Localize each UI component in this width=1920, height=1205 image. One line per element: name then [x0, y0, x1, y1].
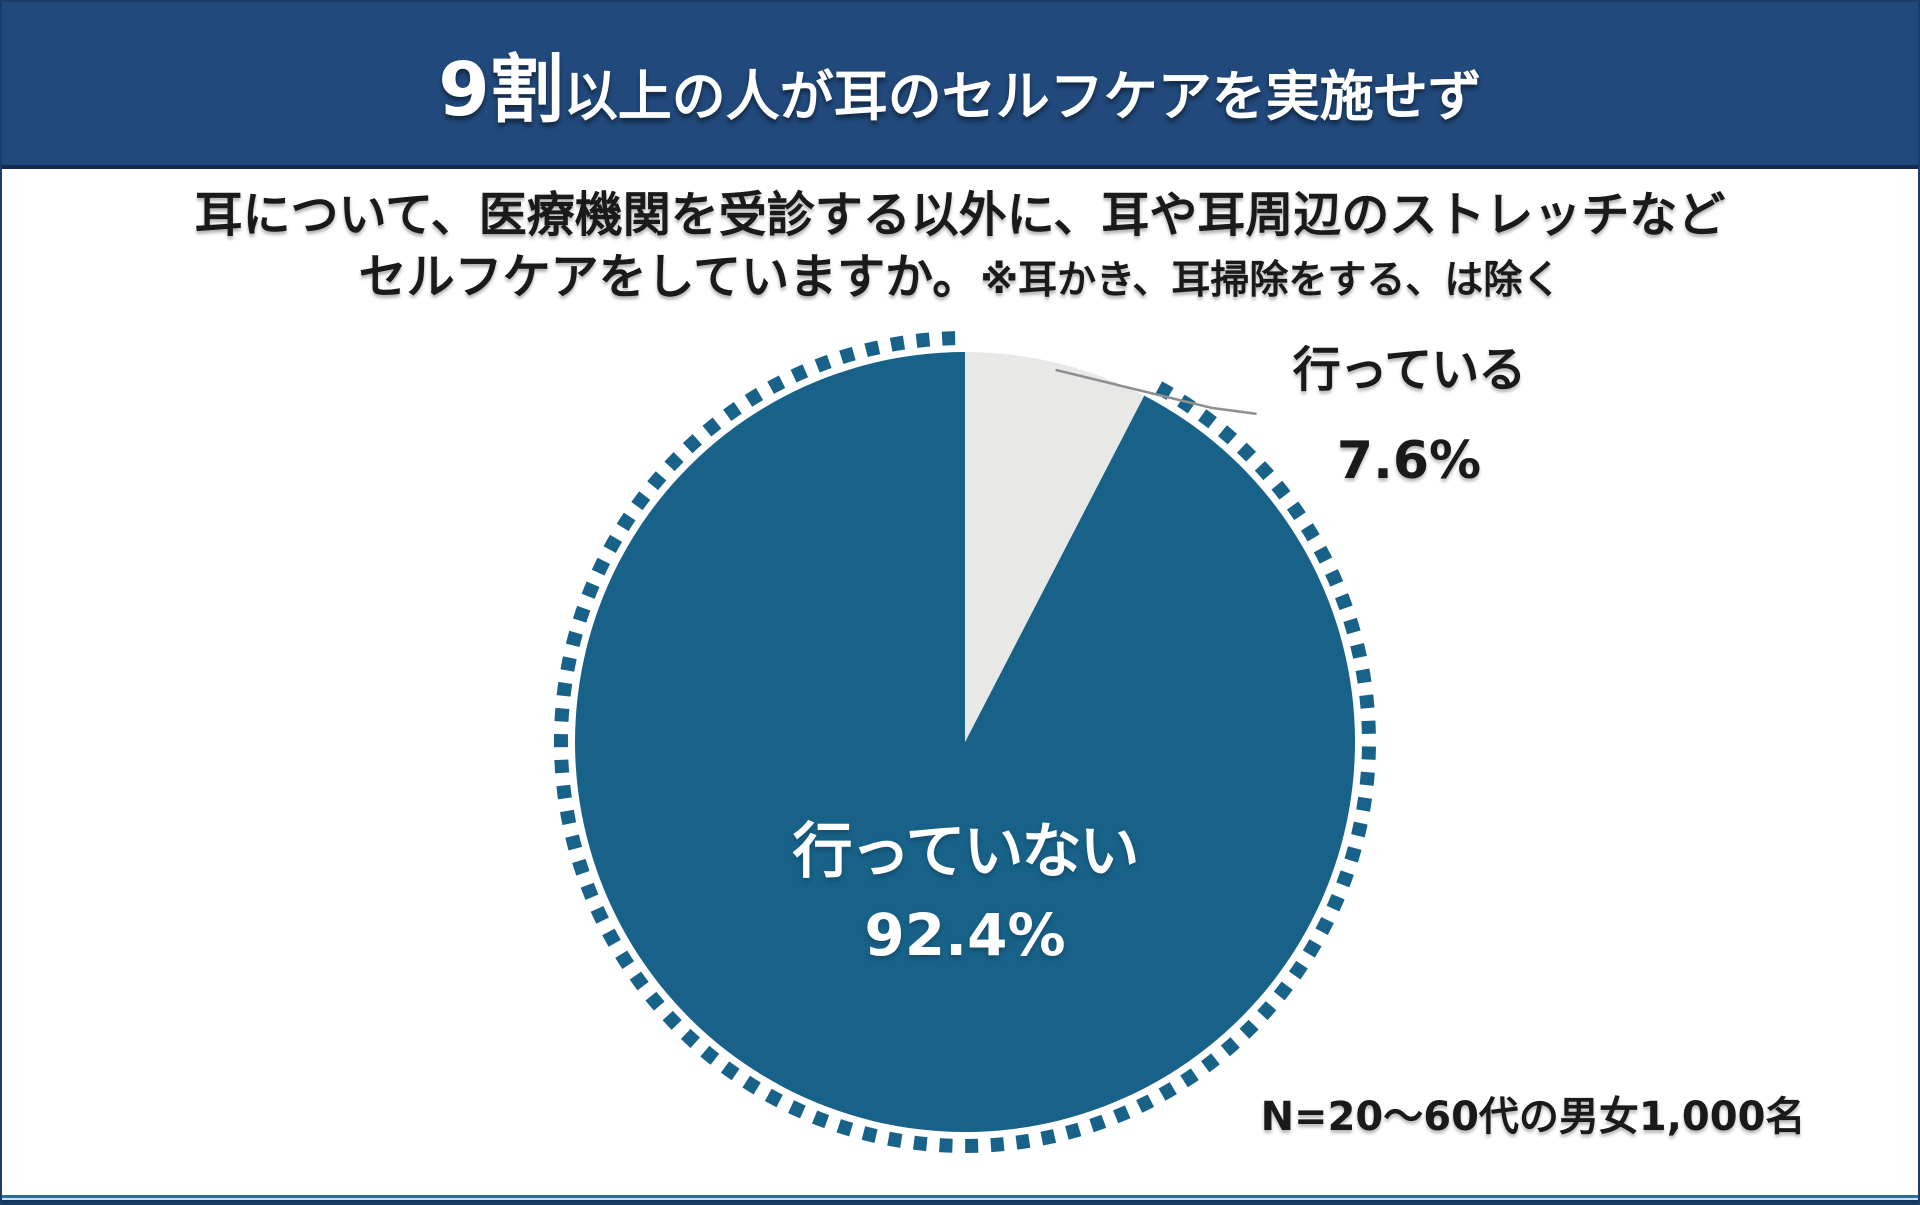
question-line-2-main: セルフケアをしていますか。	[358, 249, 981, 305]
pie-slice-行っている	[965, 352, 1145, 742]
headline-rest: 以上の人が耳のセルフケアを実施せず	[563, 65, 1482, 128]
dashed-ring	[553, 331, 1376, 1153]
minority-slice-percent: 7.6%	[1336, 431, 1482, 491]
survey-question: 耳について、医療機関を受診する以外に、耳や耳周辺のストレッチなど セルフケアをし…	[2, 184, 1918, 312]
majority-slice-percent: 92.4%	[864, 901, 1066, 969]
question-exclusion-note: ※耳かき、耳掃除をする、は除く	[980, 258, 1562, 303]
header-banner: 9割以上の人が耳のセルフケアを実施せず	[2, 2, 1918, 169]
minority-slice-label: 行っている 7.6%	[1292, 342, 1527, 491]
headline-emphasis: 9割	[438, 47, 564, 133]
majority-slice-label: 行っていない 92.4%	[792, 817, 1140, 969]
question-line-2: セルフケアをしていますか。※耳かき、耳掃除をする、は除く	[2, 246, 1918, 312]
label-leader-line	[1055, 368, 1257, 416]
pie-slices	[575, 352, 1356, 1133]
question-line-1: 耳について、医療機関を受診する以外に、耳や耳周辺のストレッチなど	[194, 187, 1726, 243]
minority-slice-name: 行っている	[1292, 342, 1527, 398]
footer-border-stripes	[2, 1195, 1918, 1203]
majority-slice-name: 行っていない	[792, 817, 1140, 887]
sample-size-note: N=20〜60代の男女1,000名	[1260, 1094, 1806, 1140]
pie-slice-行っていない	[575, 352, 1356, 1133]
headline: 9割以上の人が耳のセルフケアを実施せず	[438, 30, 1482, 137]
